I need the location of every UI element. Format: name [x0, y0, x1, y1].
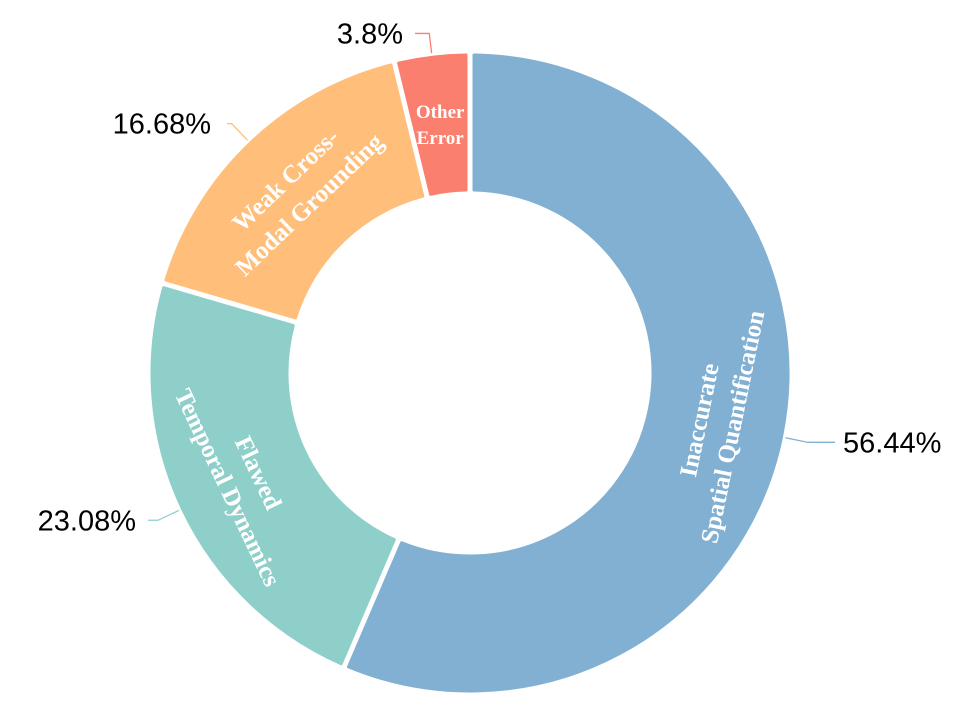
- leader-weak-cross-modal-grounding: [227, 122, 248, 141]
- leader-lines: [148, 32, 835, 521]
- segment-label-line: Error: [417, 128, 465, 149]
- donut-slices: [150, 53, 790, 693]
- segment-label-line: Other: [416, 102, 465, 123]
- leader-other-error: [415, 32, 433, 54]
- slice-weak-cross-modal-grounding: [164, 63, 425, 320]
- segment-label-other-error: Other Error: [416, 102, 465, 149]
- percent-label-inaccurate-spatial-quantification: 56.44%: [843, 427, 941, 459]
- percent-label-weak-cross-modal-grounding: 16.68%: [113, 109, 211, 141]
- percent-label-other-error: 3.8%: [337, 18, 403, 50]
- percent-labels: 56.44% 23.08% 16.68% 3.8%: [38, 18, 942, 537]
- leader-inaccurate-spatial-quantification: [785, 437, 835, 443]
- slice-flawed-temporal-dynamics: [150, 286, 396, 666]
- leader-flawed-temporal-dynamics: [148, 509, 180, 521]
- percent-label-flawed-temporal-dynamics: 23.08%: [38, 505, 136, 537]
- slice-inaccurate-spatial-quantification: [346, 53, 790, 693]
- slice-other-error: [397, 53, 468, 196]
